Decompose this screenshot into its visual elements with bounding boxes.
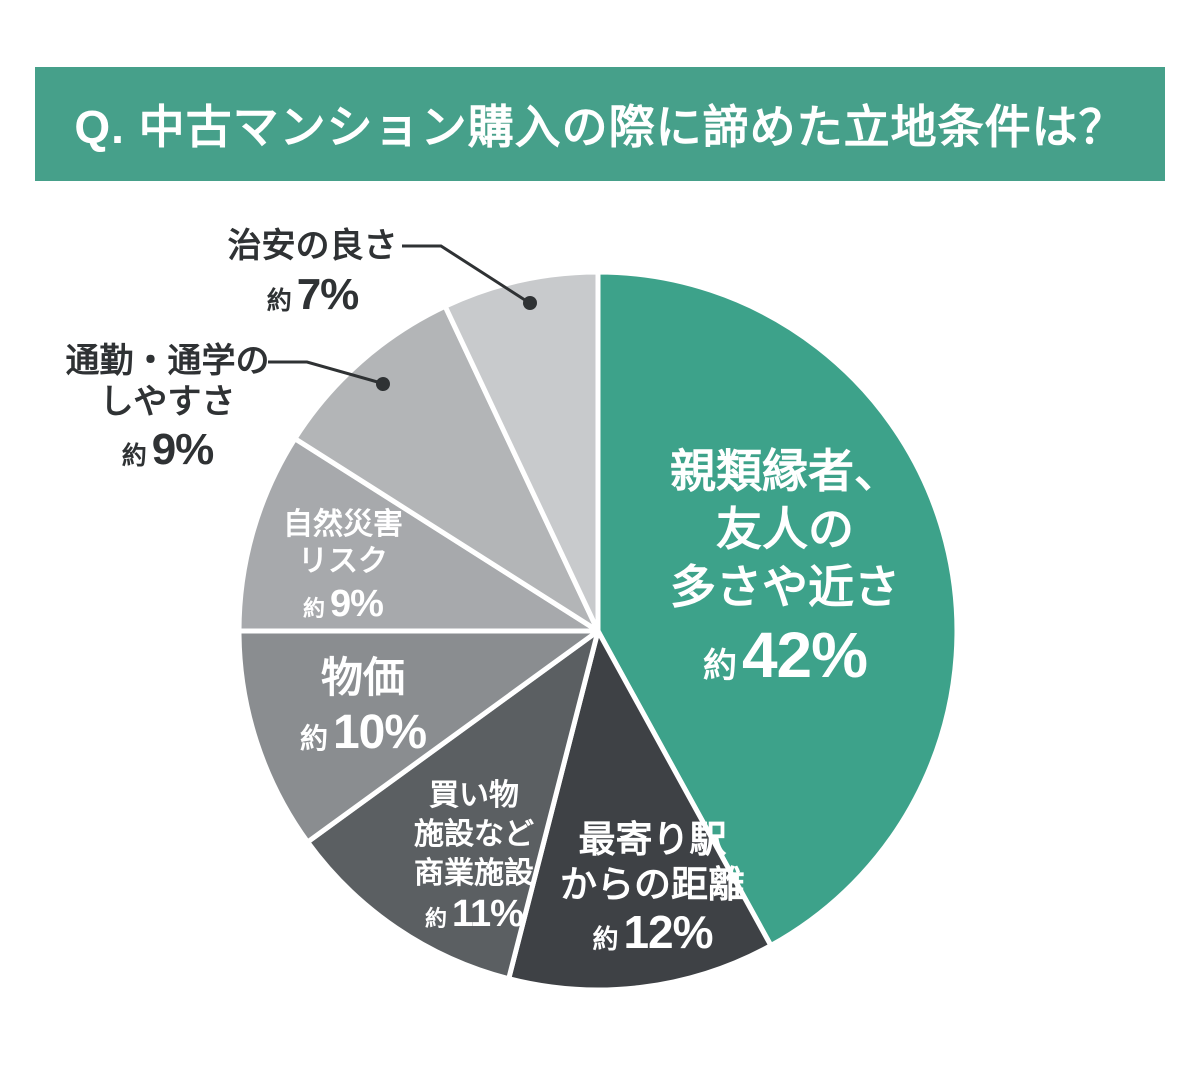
leader-dot-security bbox=[523, 296, 537, 310]
slice-label-text: リスク bbox=[298, 545, 388, 578]
percent-value: 42% bbox=[741, 619, 868, 691]
slice-label-text: 商業施設 bbox=[414, 857, 534, 890]
slice-value: 約 10% bbox=[263, 707, 463, 764]
slice-value: 約 42% bbox=[585, 622, 985, 695]
callout-value: 約 7% bbox=[195, 272, 430, 322]
percent-value: 9% bbox=[330, 583, 384, 625]
approx-label: 約 bbox=[266, 287, 292, 315]
approx-label: 約 bbox=[299, 723, 328, 754]
callout-value: 約 9% bbox=[50, 427, 285, 477]
pie-slice-0 bbox=[595, 269, 960, 949]
callout-label-text: しやすさ bbox=[99, 383, 236, 421]
slice-value: 約 12% bbox=[495, 907, 810, 962]
slice-label-text: 買い物 bbox=[429, 779, 519, 812]
slice-value: 約 9% bbox=[245, 584, 441, 627]
percent-value: 12% bbox=[623, 906, 713, 958]
percent-value: 10% bbox=[332, 706, 427, 759]
slice-value: 約 11% bbox=[358, 893, 590, 938]
header: Q. 中古マンション購入の際に諦めた立地条件は？ bbox=[35, 67, 1165, 181]
slice-label-relatives: 親類縁者、 友人の 多さや近さ 約 42% bbox=[585, 442, 985, 695]
slice-label-text: 施設など bbox=[414, 818, 534, 851]
percent-value: 11% bbox=[452, 893, 524, 935]
leader-dot-commute bbox=[376, 377, 390, 391]
pie-slice-6 bbox=[442, 269, 601, 634]
slice-label-text: 最寄り駅 bbox=[578, 819, 727, 860]
slice-label-text: 親類縁者、 bbox=[670, 445, 900, 497]
page-title: Q. 中古マンション購入の際に諦めた立地条件は？ bbox=[74, 101, 1126, 153]
approx-label: 約 bbox=[592, 924, 619, 954]
pie-slice-2 bbox=[305, 628, 601, 982]
pie-slices bbox=[236, 269, 960, 993]
percent-value: 9% bbox=[151, 425, 215, 474]
slice-label-text: 友人の bbox=[716, 503, 854, 555]
callout-label-commute: 通勤・通学の しやすさ 約 9% bbox=[50, 341, 285, 477]
pie-slice-1 bbox=[506, 628, 774, 993]
leader-line-security bbox=[402, 244, 529, 304]
slice-label-text: 多さや近さ bbox=[670, 561, 900, 613]
pie-slice-5 bbox=[292, 303, 601, 634]
slice-label-shopping: 買い物 施設など 商業施設 約 11% bbox=[358, 776, 590, 938]
slice-label-disaster: 自然災害 リスク 約 9% bbox=[245, 506, 441, 627]
slice-label-price: 物価 約 10% bbox=[263, 653, 463, 764]
pie-slice-4 bbox=[236, 436, 601, 634]
callout-label-text: 通勤・通学の bbox=[65, 342, 270, 380]
callout-label-text: 治安の良さ bbox=[227, 227, 398, 265]
slice-label-text: 物価 bbox=[320, 654, 405, 701]
approx-label: 約 bbox=[425, 906, 448, 931]
approx-label: 約 bbox=[702, 647, 737, 685]
slice-label-text: からの距離 bbox=[560, 864, 745, 905]
approx-label: 約 bbox=[121, 442, 147, 470]
slice-label-station: 最寄り駅 からの距離 約 12% bbox=[495, 817, 810, 962]
pie-slice-3 bbox=[236, 628, 601, 845]
callout-label-security: 治安の良さ 約 7% bbox=[195, 226, 430, 322]
percent-value: 7% bbox=[296, 270, 360, 319]
callout-lines bbox=[268, 244, 537, 391]
approx-label: 約 bbox=[303, 596, 326, 621]
slice-label-text: 自然災害 bbox=[283, 508, 403, 541]
leader-line-commute bbox=[268, 360, 382, 385]
